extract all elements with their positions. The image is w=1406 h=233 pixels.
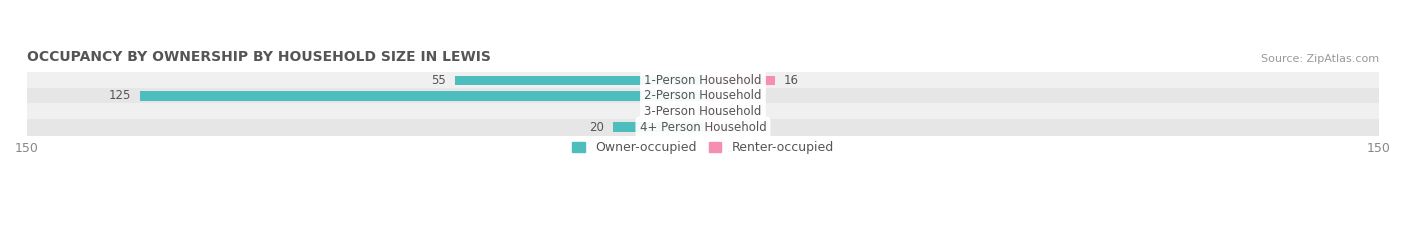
Legend: Owner-occupied, Renter-occupied: Owner-occupied, Renter-occupied [568, 136, 838, 159]
Text: 4+ Person Household: 4+ Person Household [640, 121, 766, 134]
Bar [703, 123, 711, 132]
Bar [139, 91, 703, 101]
Text: 3-Person Household: 3-Person Household [644, 105, 762, 118]
Text: 2: 2 [721, 121, 728, 134]
Text: Source: ZipAtlas.com: Source: ZipAtlas.com [1261, 54, 1379, 64]
Bar [703, 107, 717, 116]
Text: 125: 125 [108, 89, 131, 103]
Text: 55: 55 [432, 74, 446, 87]
Bar [27, 103, 1379, 120]
Bar [703, 91, 717, 101]
Text: 1-Person Household: 1-Person Household [644, 74, 762, 87]
Bar [27, 72, 1379, 89]
Text: OCCUPANCY BY OWNERSHIP BY HOUSEHOLD SIZE IN LEWIS: OCCUPANCY BY OWNERSHIP BY HOUSEHOLD SIZE… [27, 50, 491, 64]
Text: 3: 3 [725, 89, 733, 103]
Bar [703, 76, 775, 85]
Bar [613, 123, 703, 132]
Bar [456, 76, 703, 85]
Bar [27, 88, 1379, 104]
Text: 1: 1 [682, 105, 689, 118]
Text: 16: 16 [785, 74, 799, 87]
Text: 2-Person Household: 2-Person Household [644, 89, 762, 103]
Bar [27, 119, 1379, 136]
Text: 20: 20 [589, 121, 603, 134]
Text: 3: 3 [725, 105, 733, 118]
Bar [699, 107, 703, 116]
